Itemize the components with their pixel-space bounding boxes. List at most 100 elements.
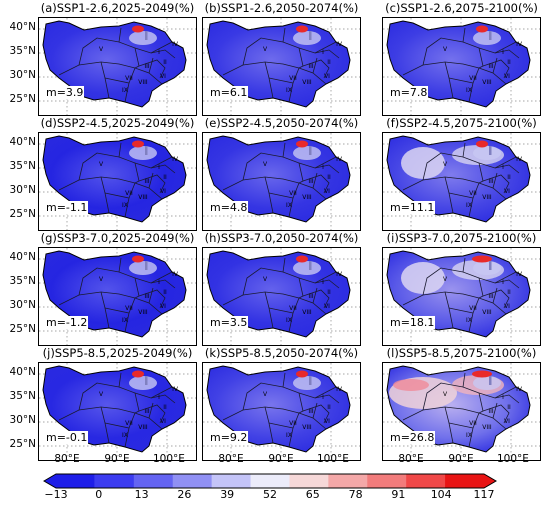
region-label: IX [122, 432, 128, 439]
region-label: V [443, 276, 448, 283]
region-label: II [507, 174, 511, 181]
region-label: VIII [302, 424, 312, 431]
map-frame: I II III IV V VI VII VIII IX m=-0.1 [38, 362, 197, 461]
region-label: VII [469, 75, 477, 82]
region-label: VI [504, 73, 510, 80]
region-label: III [488, 63, 494, 70]
lon-tick-label: 100°E [497, 453, 529, 465]
map-frame: I II III IV V VI VII VIII IX m=7.8 [382, 17, 541, 116]
colorbar-segment [44, 474, 95, 488]
colorbar-tick-label: 26 [177, 488, 192, 501]
region-label: III [308, 178, 314, 185]
map-frame: I II III IV V VI VII VIII IX m=-1.2 [38, 247, 197, 346]
map-frame: I II III IV V VI VII VIII IX m=3.5 [202, 247, 361, 346]
map-panel: (e)SSP2-4.5,2050-2074(%) I II III IV V VI VII VI… [202, 115, 361, 231]
panel-title: (b)SSP1-2.6,2050-2074(%) [204, 1, 359, 15]
lat-tick-label: 30°N [9, 184, 36, 196]
colorbar-segment [250, 474, 290, 488]
region-label: VI [160, 418, 166, 425]
region-label: VIII [482, 424, 492, 431]
region-label: VI [160, 188, 166, 195]
region-label: I [502, 279, 504, 286]
lon-tick-label: 90°E [268, 453, 294, 465]
region-label: IX [286, 87, 292, 94]
region-label: VI [324, 188, 330, 195]
region-label: VIII [138, 424, 148, 431]
mean-value: m=11.1 [389, 201, 436, 214]
region-label: II [327, 289, 331, 296]
map-frame: I II III IV V VI VII VIII IX m=-1.1 [38, 132, 197, 231]
region-label: I [158, 164, 160, 171]
mean-value: m=9.2 [209, 431, 249, 444]
colorbar-tick-label: 39 [220, 488, 235, 501]
lon-tick-label: 80°E [398, 453, 424, 465]
map-frame: I II III IV V VI VII VIII IX m=18.1 [382, 247, 541, 346]
region-label: IV [172, 156, 179, 163]
map-panel: (j)SSP5-8.5,2025-2049(%) I II III IV V VI VII VI… [38, 345, 197, 461]
region-label: II [163, 404, 167, 411]
region-label: VII [469, 420, 477, 427]
region-label: IX [466, 87, 472, 94]
panel-title: (i)SSP3-7.0,2075-2100(%) [386, 231, 537, 245]
region-label: IX [286, 317, 292, 324]
panel-title: (g)SSP3-7.0,2025-2049(%) [40, 231, 195, 245]
panel-title: (j)SSP5-8.5,2025-2049(%) [42, 346, 193, 360]
region-label: III [488, 408, 494, 415]
panel-title: (f)SSP2-4.5,2075-2100(%) [386, 116, 537, 130]
map-panel: (i)SSP3-7.0,2075-2100(%) I II III IV V VI VII VI… [382, 230, 541, 346]
mean-value: m=3.9 [45, 86, 85, 99]
lat-tick-label: 40°N [9, 136, 36, 148]
panel-title: (d)SSP2-4.5,2025-2049(%) [40, 116, 195, 130]
region-label: IV [516, 156, 523, 163]
region-label: III [144, 293, 150, 300]
region-label: II [163, 59, 167, 66]
map-frame: I II III IV V VI VII VIII IX m=3.9 [38, 17, 197, 116]
region-label: IX [466, 432, 472, 439]
region-label: V [263, 276, 268, 283]
mean-value: m=7.8 [389, 86, 429, 99]
lon-tick-label: 90°E [448, 453, 474, 465]
region-label: VIII [138, 79, 148, 86]
mean-value: m=3.5 [209, 316, 249, 329]
region-label: VI [160, 303, 166, 310]
region-label: V [263, 46, 268, 53]
region-label: VII [125, 75, 133, 82]
region-label: V [99, 276, 104, 283]
lat-tick-label: 40°N [9, 366, 36, 378]
region-label: V [443, 161, 448, 168]
map-panel: (k)SSP5-8.5,2050-2074(%) I II III IV V VI VII VI… [202, 345, 361, 461]
lat-tick-label: 25°N [9, 438, 36, 450]
region-label: II [327, 174, 331, 181]
panel-title: (h)SSP3-7.0,2050-2074(%) [204, 231, 359, 245]
region-label: VIII [138, 309, 148, 316]
colorbar-tick-label: 65 [305, 488, 320, 501]
region-label: IX [466, 317, 472, 324]
region-label: IX [122, 87, 128, 94]
region-label: IX [122, 202, 128, 209]
region-label: IX [286, 202, 292, 209]
region-label: V [99, 391, 104, 398]
lon-tick-label: 80°E [54, 453, 80, 465]
region-label: VI [324, 303, 330, 310]
region-label: I [502, 49, 504, 56]
region-label: V [263, 391, 268, 398]
region-label: VII [289, 75, 297, 82]
colorbar-tick-label: −13 [44, 488, 68, 501]
region-label: VI [324, 418, 330, 425]
region-label: V [443, 46, 448, 53]
colorbar-segment [406, 474, 446, 488]
region-label: IV [172, 271, 179, 278]
region-label: III [488, 293, 494, 300]
colorbar-segment [94, 474, 135, 488]
region-label: VI [504, 418, 510, 425]
region-label: II [163, 174, 167, 181]
region-label: VII [289, 190, 297, 197]
region-label: IV [336, 271, 343, 278]
